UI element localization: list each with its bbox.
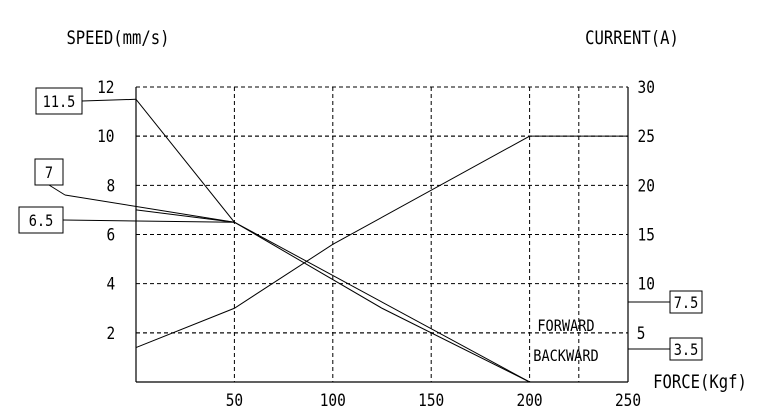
y-tick-label-4: 4: [107, 274, 116, 294]
y2-tick-label-20: 20: [638, 175, 655, 195]
callout-left-7: 7: [34, 158, 235, 223]
series: [135, 98, 628, 383]
callout-left-6.5: 6.5: [18, 206, 235, 234]
callout-box: [669, 290, 703, 314]
y2-axis-title: CURRENT(A): [585, 28, 679, 50]
y-tick-label-12: 12: [97, 77, 114, 97]
x-axis-title: FORCE(Kgf): [653, 372, 747, 394]
y-tick-label-2: 2: [107, 323, 116, 343]
callout-box: [35, 87, 83, 115]
callout-right-3.5: 3.5: [628, 337, 703, 361]
series-line-1: [135, 98, 530, 383]
y2-tick-label-15: 15: [638, 224, 655, 244]
x-tick-label-100: 100: [320, 390, 346, 410]
callout-label: 7.5: [674, 294, 699, 312]
y-tick-label-8: 8: [107, 175, 116, 195]
x-tick-label-200: 200: [517, 390, 543, 410]
y-tick-label-10: 10: [97, 126, 114, 146]
x-tick-label-150: 150: [418, 390, 444, 410]
series-line-3: [135, 135, 628, 349]
y-tick-label-6: 6: [107, 224, 116, 244]
labels: SPEED(mm/s) CURRENT(A) FORCE(Kgf) 50 100 1…: [66, 28, 746, 411]
callout-leader: [48, 184, 66, 196]
x-tick-label-50: 50: [226, 390, 243, 410]
y2-tick-label-25: 25: [638, 126, 655, 146]
callout-label: 3.5: [674, 341, 699, 359]
callout-label: 7: [45, 164, 53, 182]
callout-left-11.5: 11.5: [35, 87, 137, 115]
grid: [136, 86, 628, 382]
callout-leader: [62, 219, 235, 223]
callout-right-7.5: 7.5: [628, 290, 703, 314]
backward-annotation: BACKWARD: [533, 347, 598, 365]
callout-leader: [64, 194, 235, 223]
callout-label: 6.5: [29, 212, 54, 230]
callout-leader: [81, 98, 137, 102]
y2-tick-label-30: 30: [638, 77, 655, 97]
y-axis-title: SPEED(mm/s): [66, 28, 169, 50]
callout-box: [18, 206, 64, 234]
callout-box: [669, 337, 703, 361]
y2-tick-label-5: 5: [637, 323, 646, 343]
forward-annotation: FORWARD: [537, 317, 594, 335]
x-tick-label-250: 250: [615, 390, 641, 410]
y2-tick-label-10: 10: [638, 274, 655, 294]
callouts: 11.5 7 6.5 7.5 3.5: [18, 87, 703, 361]
callout-label: 11.5: [43, 93, 76, 111]
